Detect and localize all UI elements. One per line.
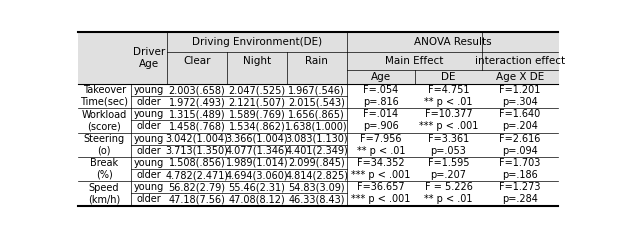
- Text: p=.094: p=.094: [502, 146, 538, 156]
- Text: F=3.361: F=3.361: [428, 134, 469, 144]
- Text: 1.534(.862): 1.534(.862): [229, 121, 285, 132]
- Text: Night: Night: [243, 56, 271, 66]
- Text: 3.713(1.350): 3.713(1.350): [166, 146, 229, 156]
- Text: F=1.640: F=1.640: [499, 109, 541, 119]
- Text: 47.08(8.12): 47.08(8.12): [229, 194, 285, 204]
- Text: young: young: [134, 182, 164, 192]
- Text: F=34.352: F=34.352: [357, 158, 405, 168]
- Text: older: older: [136, 121, 161, 132]
- Text: 1.972(.493): 1.972(.493): [169, 97, 226, 107]
- Text: Driving Environment(DE): Driving Environment(DE): [192, 37, 322, 47]
- Text: *** p < .001: *** p < .001: [351, 194, 410, 204]
- Text: F=7.956: F=7.956: [360, 134, 402, 144]
- Text: 1.656(.865): 1.656(.865): [288, 109, 345, 119]
- Text: Rain: Rain: [305, 56, 328, 66]
- Text: 1.315(.489): 1.315(.489): [169, 109, 226, 119]
- Text: 2.047(.525): 2.047(.525): [228, 85, 285, 95]
- Text: Takeover
Time(sec): Takeover Time(sec): [80, 85, 128, 107]
- Text: F=2.616: F=2.616: [499, 134, 541, 144]
- Text: young: young: [134, 158, 164, 168]
- Text: young: young: [134, 85, 164, 95]
- Text: ** p < .01: ** p < .01: [424, 194, 473, 204]
- Text: Age: Age: [371, 72, 391, 82]
- Text: Speed
(km/h): Speed (km/h): [88, 183, 120, 204]
- Text: young: young: [134, 134, 164, 144]
- Text: ** p < .01: ** p < .01: [356, 146, 405, 156]
- Text: F=36.657: F=36.657: [357, 182, 405, 192]
- Text: 1.508(.856): 1.508(.856): [169, 158, 226, 168]
- Text: 4.077(1.346): 4.077(1.346): [226, 146, 288, 156]
- Text: p=.304: p=.304: [502, 97, 538, 107]
- Text: Main Effect: Main Effect: [385, 56, 443, 66]
- Text: 46.33(8.43): 46.33(8.43): [288, 194, 345, 204]
- Text: F=1.201: F=1.201: [499, 85, 541, 95]
- Text: 2.121(.507): 2.121(.507): [228, 97, 285, 107]
- Text: p=.284: p=.284: [502, 194, 538, 204]
- Text: interaction effect: interaction effect: [475, 56, 565, 66]
- Text: 2.015(.543): 2.015(.543): [288, 97, 345, 107]
- Text: F=1.273: F=1.273: [499, 182, 541, 192]
- Text: 4.782(2.471): 4.782(2.471): [166, 170, 229, 180]
- Text: 3.083(1.130): 3.083(1.130): [285, 134, 348, 144]
- Text: F=.054: F=.054: [363, 85, 399, 95]
- Text: ANOVA Results: ANOVA Results: [414, 37, 491, 47]
- Text: 56.82(2.79): 56.82(2.79): [169, 182, 226, 192]
- Text: F = 5.226: F = 5.226: [425, 182, 472, 192]
- Text: 2.003(.658): 2.003(.658): [169, 85, 226, 95]
- Text: Steering
(o): Steering (o): [84, 134, 125, 156]
- Text: Age X DE: Age X DE: [496, 72, 544, 82]
- Text: p=.816: p=.816: [363, 97, 399, 107]
- Text: F=.014: F=.014: [363, 109, 399, 119]
- Text: 3.366(1.004): 3.366(1.004): [226, 134, 288, 144]
- Text: p=.186: p=.186: [502, 170, 538, 180]
- Text: young: young: [134, 109, 164, 119]
- Text: 4.814(2.825): 4.814(2.825): [285, 170, 348, 180]
- Text: p=.906: p=.906: [363, 121, 399, 132]
- Text: older: older: [136, 194, 161, 204]
- Text: F=1.595: F=1.595: [428, 158, 469, 168]
- Text: *** p < .001: *** p < .001: [419, 121, 478, 132]
- Text: Driver
Age: Driver Age: [133, 47, 165, 69]
- Text: p=.207: p=.207: [430, 170, 466, 180]
- Text: 1.589(.769): 1.589(.769): [229, 109, 285, 119]
- Text: Workload
(score): Workload (score): [81, 110, 126, 131]
- Text: 1.989(1.014): 1.989(1.014): [226, 158, 288, 168]
- Text: 47.18(7.56): 47.18(7.56): [169, 194, 226, 204]
- Text: *** p < .001: *** p < .001: [351, 170, 410, 180]
- Text: 1.967(.546): 1.967(.546): [288, 85, 345, 95]
- Text: 1.458(.768): 1.458(.768): [169, 121, 226, 132]
- Text: Break
(%): Break (%): [90, 158, 118, 180]
- Text: 2.099(.845): 2.099(.845): [288, 158, 345, 168]
- Text: p=.204: p=.204: [502, 121, 538, 132]
- Text: older: older: [136, 97, 161, 107]
- Text: 4.401(2.349): 4.401(2.349): [285, 146, 348, 156]
- Text: 54.83(3.09): 54.83(3.09): [288, 182, 345, 192]
- Text: F=4.751: F=4.751: [428, 85, 469, 95]
- Text: F=10.377: F=10.377: [425, 109, 472, 119]
- Text: 55.46(2.31): 55.46(2.31): [229, 182, 285, 192]
- Text: F=1.703: F=1.703: [499, 158, 541, 168]
- Text: 1.638(1.000): 1.638(1.000): [285, 121, 348, 132]
- Text: DE: DE: [441, 72, 456, 82]
- Text: ** p < .01: ** p < .01: [424, 97, 473, 107]
- Text: older: older: [136, 146, 161, 156]
- Text: older: older: [136, 170, 161, 180]
- Text: 4.694(3.060): 4.694(3.060): [226, 170, 288, 180]
- Text: Clear: Clear: [184, 56, 211, 66]
- Text: p=.053: p=.053: [430, 146, 466, 156]
- Text: 3.042(1.004): 3.042(1.004): [166, 134, 229, 144]
